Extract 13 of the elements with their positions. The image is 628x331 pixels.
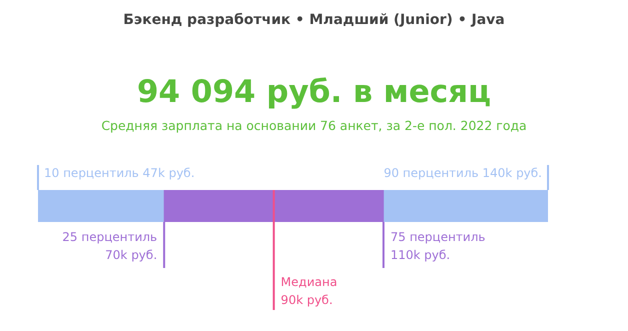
category-label: 10 перцентиль: [44, 166, 139, 180]
text: Средняя зарплата на основании 76 анкет, за 2-е пол. 2022 года: [100, 118, 528, 133]
category-label: 25 перцентиль: [62, 230, 158, 244]
text: Бэкенд разработчик • Младший (Junior) • Java: [122, 12, 506, 28]
category-label: Медиана: [280, 275, 338, 290]
data-label: 140k руб.: [482, 166, 542, 180]
data-label: 47k руб.: [142, 166, 195, 180]
category-label: 75 перцентиль: [390, 230, 486, 244]
category-label: 90 перцентиль: [384, 166, 479, 180]
data-label: 110k руб.: [390, 248, 450, 262]
text: 94 094 руб. в месяц: [136, 74, 492, 110]
data-label: 90k руб.: [280, 293, 333, 308]
data-label: 70k руб.: [105, 248, 158, 262]
